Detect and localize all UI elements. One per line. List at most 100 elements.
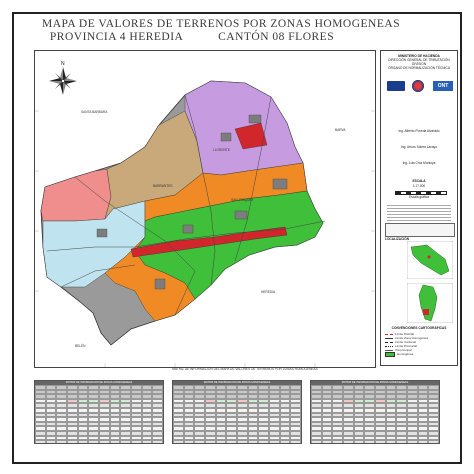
zone-map[interactable]: N bbox=[35, 51, 375, 367]
table-cell bbox=[269, 426, 280, 431]
table-cell bbox=[321, 385, 333, 390]
scale-bar-label: Escala gráfica bbox=[408, 195, 430, 199]
table-cell bbox=[407, 403, 418, 408]
table-cell bbox=[332, 417, 343, 422]
table-cell bbox=[45, 440, 57, 443]
table-cell bbox=[343, 421, 354, 427]
signature-3: Ing. Luis Cruz Montoya bbox=[402, 161, 436, 165]
table-cell bbox=[141, 407, 153, 413]
table-cell bbox=[152, 435, 163, 441]
table-cell bbox=[343, 385, 354, 390]
table-cell bbox=[417, 412, 429, 418]
table-cell bbox=[353, 421, 365, 427]
table-cell bbox=[258, 403, 269, 408]
table-cell bbox=[343, 430, 354, 436]
map-frame[interactable]: N bbox=[34, 50, 376, 368]
label-barva: BARVA bbox=[335, 128, 346, 132]
table-cell bbox=[67, 421, 78, 427]
table-cell bbox=[194, 417, 205, 422]
table-cell bbox=[88, 430, 99, 436]
table-cell bbox=[67, 385, 78, 390]
table-cell bbox=[45, 389, 57, 395]
table-cell bbox=[99, 389, 110, 395]
table-cell bbox=[88, 389, 99, 395]
table-cell bbox=[290, 394, 301, 399]
compass-rose-icon: N bbox=[49, 61, 77, 95]
table-cell bbox=[120, 426, 131, 431]
table-cell bbox=[99, 435, 110, 441]
table-cell bbox=[131, 435, 142, 441]
table-cell bbox=[396, 385, 407, 390]
table-cell bbox=[247, 407, 259, 413]
table-cell bbox=[35, 426, 46, 431]
table-cell bbox=[152, 398, 163, 404]
table-cell bbox=[45, 435, 57, 441]
table-cell bbox=[364, 421, 375, 427]
table-cell bbox=[237, 430, 248, 436]
table-cell bbox=[173, 389, 184, 395]
table-cell bbox=[417, 421, 429, 427]
table-cell bbox=[290, 398, 301, 404]
table-cell bbox=[237, 421, 248, 427]
table-cell bbox=[88, 394, 99, 399]
table-cell bbox=[364, 412, 375, 418]
table-cell bbox=[237, 417, 248, 422]
table-cell bbox=[35, 398, 46, 404]
matrix-table-1: MATRIZ DE INFORMACIÓN DE ZONAS HOMOGÉNEA… bbox=[34, 380, 164, 444]
table-cell bbox=[428, 417, 439, 422]
table-cell bbox=[35, 412, 46, 418]
label-llorente: LLORENTE bbox=[213, 148, 230, 152]
table-cell bbox=[45, 407, 57, 413]
table-cell bbox=[290, 385, 301, 390]
table-cell bbox=[56, 412, 67, 418]
location-label: LOCALIZACIÓN bbox=[385, 237, 410, 241]
table-cell bbox=[385, 421, 397, 427]
title-line-1: MAPA DE VALORES DE TERRENOS POR ZONAS HO… bbox=[42, 18, 401, 30]
table-cell bbox=[247, 385, 259, 390]
table-cell bbox=[311, 421, 322, 427]
table-cell bbox=[205, 435, 216, 441]
table-cell bbox=[173, 412, 184, 418]
side-panel: MINISTERIO DE HACIENDA DIRECCIÓN GENERAL… bbox=[380, 50, 458, 366]
table-cell bbox=[353, 435, 365, 441]
table-cell bbox=[35, 421, 46, 427]
table-cell bbox=[343, 389, 354, 395]
table-cell bbox=[428, 435, 439, 441]
table-cell bbox=[311, 426, 322, 431]
location-map-province bbox=[407, 283, 453, 323]
table-cell bbox=[321, 403, 333, 408]
table-cell bbox=[407, 389, 418, 395]
table-cell bbox=[205, 426, 216, 431]
table-cell bbox=[353, 426, 365, 431]
table-cell bbox=[141, 389, 153, 395]
table-cell bbox=[173, 403, 184, 408]
zone-pink bbox=[40, 168, 112, 222]
table-cell bbox=[88, 403, 99, 408]
table-cell bbox=[375, 407, 386, 413]
table-cell bbox=[99, 407, 110, 413]
table-cell bbox=[321, 426, 333, 431]
table-cell bbox=[375, 430, 386, 436]
table-cell bbox=[428, 421, 439, 427]
table-cell bbox=[364, 440, 375, 443]
signature-2: Ing. Arturo Solera Lacayo bbox=[401, 145, 437, 149]
table-cell bbox=[258, 385, 269, 390]
table-cell bbox=[77, 412, 89, 418]
table-cell bbox=[77, 398, 89, 404]
table-cell bbox=[332, 403, 343, 408]
table-cell bbox=[131, 389, 142, 395]
table-cell bbox=[407, 385, 418, 390]
table-cell bbox=[321, 394, 333, 399]
table-cell bbox=[183, 394, 195, 399]
table-cell bbox=[152, 403, 163, 408]
table-cell bbox=[237, 412, 248, 418]
table-cell bbox=[258, 407, 269, 413]
table-cell bbox=[279, 417, 291, 422]
table-cell bbox=[396, 389, 407, 395]
table-cell bbox=[215, 385, 227, 390]
table-cell bbox=[407, 398, 418, 404]
map-title: MAPA DE VALORES DE TERRENOS POR ZONAS HO… bbox=[42, 18, 401, 44]
table-cell bbox=[279, 421, 291, 427]
table-cell bbox=[417, 417, 429, 422]
table-cell bbox=[226, 412, 237, 418]
